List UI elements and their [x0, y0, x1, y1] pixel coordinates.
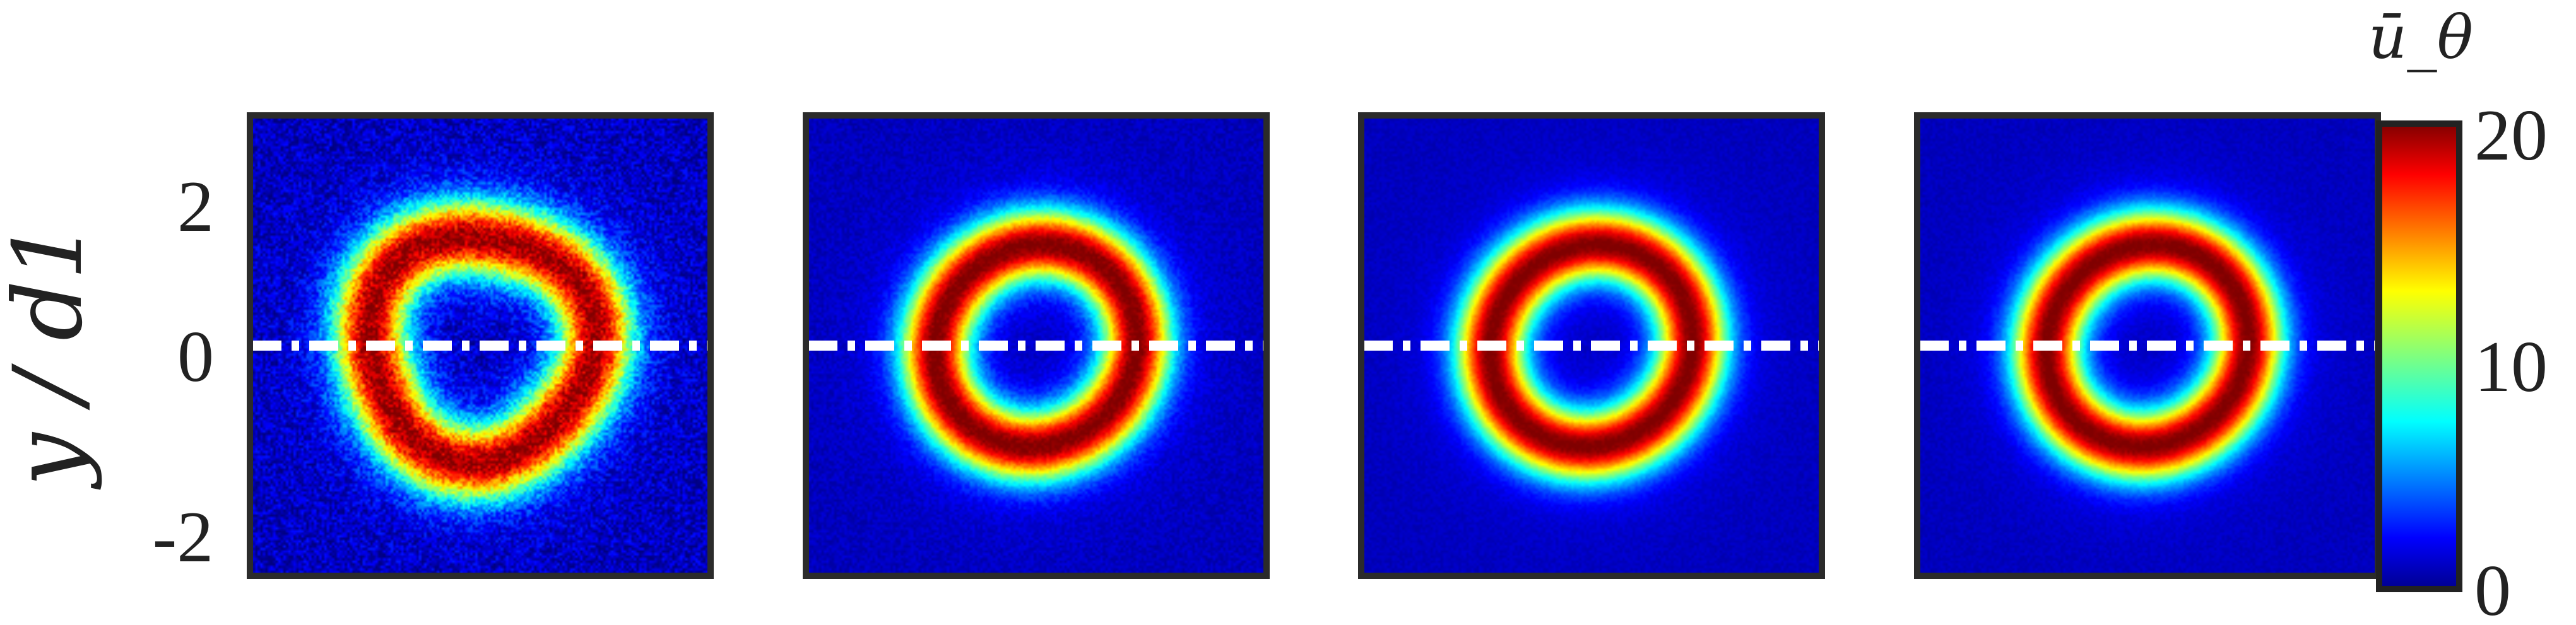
heatmap-panel-2: [803, 112, 1270, 579]
panel-frame: [803, 112, 1270, 579]
colorbar-tick-10: 10: [2474, 327, 2548, 407]
colorbar-tick-20: 20: [2474, 95, 2548, 176]
y-tick-label-2: 2: [177, 166, 214, 247]
heatmap-panels: [247, 112, 2381, 579]
colorbar: ū_θ 20 10 0: [2368, 3, 2548, 625]
heatmap-panel-3: [1358, 112, 1825, 579]
y-tick-label-neg2: -2: [153, 497, 214, 578]
panel-frame: [247, 112, 714, 579]
panel-frame: [1358, 112, 1825, 579]
colorbar-gradient: [2376, 120, 2462, 592]
y-axis-label: y / d1: [0, 220, 103, 490]
heatmap-panel-4: [1914, 112, 2381, 579]
colorbar-tick-0: 0: [2474, 551, 2511, 625]
y-tick-label-0: 0: [177, 317, 214, 397]
heatmap-panel-1: [247, 112, 714, 579]
colorbar-title: ū_θ: [2368, 3, 2473, 73]
